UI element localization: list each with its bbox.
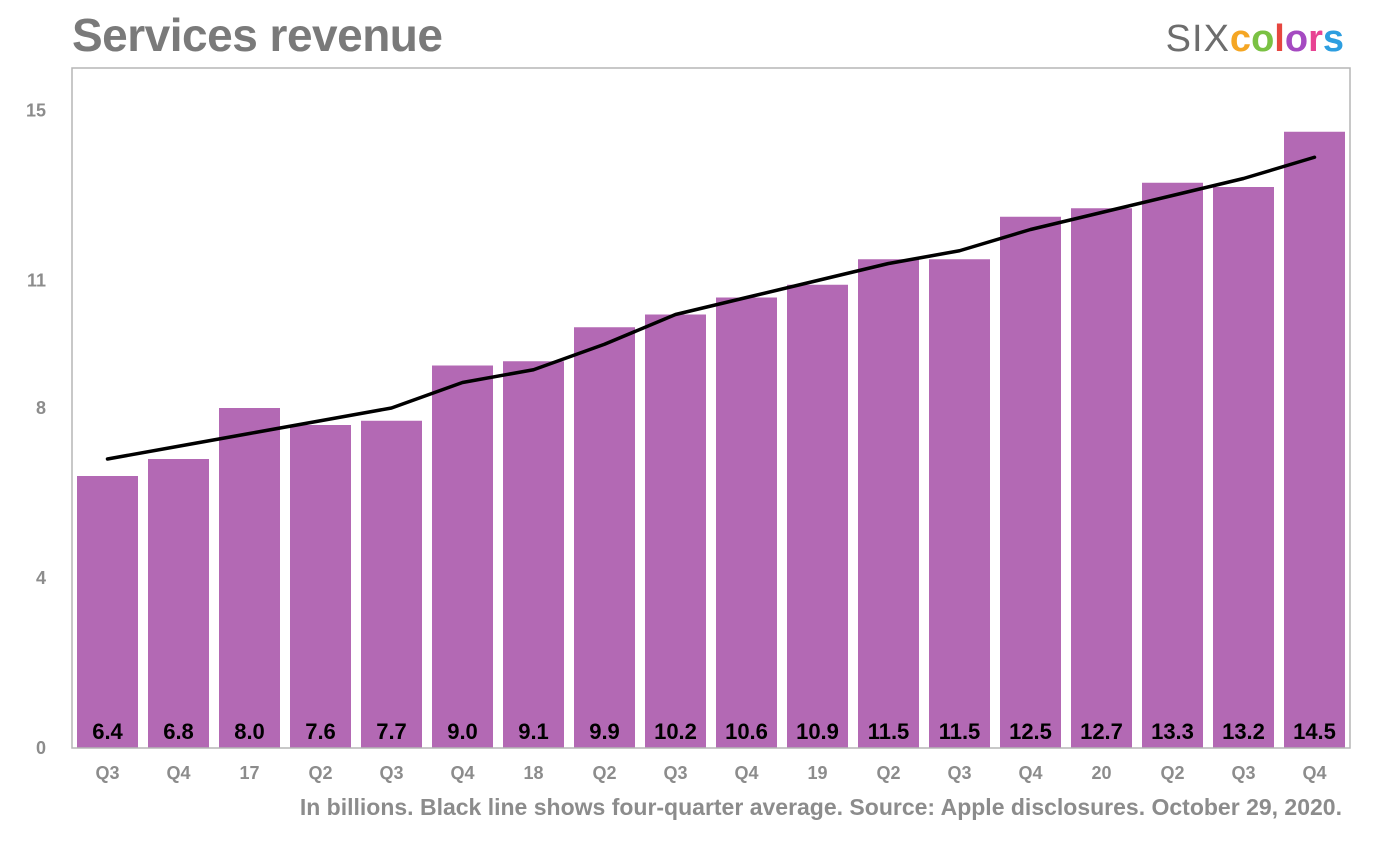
bar-value-label-6: 9.1 bbox=[518, 719, 549, 744]
bar-value-label-4: 7.7 bbox=[376, 719, 407, 744]
x-tick-label-0: Q3 bbox=[95, 763, 119, 783]
x-tick-label-4: Q3 bbox=[379, 763, 403, 783]
bar-value-label-13: 12.5 bbox=[1009, 719, 1052, 744]
bar-value-label-0: 6.4 bbox=[92, 719, 123, 744]
bar-value-label-16: 13.2 bbox=[1222, 719, 1265, 744]
bar-7 bbox=[574, 327, 635, 748]
bar-value-label-7: 9.9 bbox=[589, 719, 620, 744]
bar-value-label-14: 12.7 bbox=[1080, 719, 1123, 744]
x-tick-label-1: Q4 bbox=[166, 763, 190, 783]
bar-6 bbox=[503, 361, 564, 748]
x-tick-label-17: Q4 bbox=[1302, 763, 1326, 783]
bar-11 bbox=[858, 259, 919, 748]
sixcolors-logo: SIXcolors bbox=[1166, 20, 1344, 58]
x-tick-label-3: Q2 bbox=[308, 763, 332, 783]
logo-letter-0: c bbox=[1229, 18, 1252, 60]
bar-value-label-5: 9.0 bbox=[447, 719, 478, 744]
bar-value-label-1: 6.8 bbox=[163, 719, 194, 744]
x-axis: Q3 Q4 17 Q2 Q3 Q4 18 Q2 Q3 Q4 19 Q2 Q3 Q4 20 Q2 Q3 Q4 bbox=[95, 763, 1326, 783]
x-tick-label-10: 19 bbox=[807, 763, 827, 783]
x-tick-label-14: 20 bbox=[1091, 763, 1111, 783]
bar-data-labels: 6.4 6.8 8.0 7.6 7.7 9.0 9.1 9.9 10.2 10.6 10.9 11.5… bbox=[92, 719, 1336, 744]
bar-5 bbox=[432, 365, 493, 748]
x-tick-label-5: Q4 bbox=[450, 763, 474, 783]
bar-16 bbox=[1213, 187, 1274, 748]
y-tick-label-1: 4 bbox=[36, 568, 46, 588]
logo-letter-2: l bbox=[1274, 18, 1285, 60]
bar-value-label-8: 10.2 bbox=[654, 719, 697, 744]
bar-14 bbox=[1071, 208, 1132, 748]
bar-value-label-12: 11.5 bbox=[939, 719, 981, 744]
bar-4 bbox=[361, 420, 422, 748]
y-tick-label-3: 11 bbox=[27, 271, 46, 291]
bar-3 bbox=[290, 425, 351, 748]
y-tick-label-2: 8 bbox=[36, 398, 46, 418]
bar-value-label-17: 14.5 bbox=[1293, 719, 1336, 744]
bar-0 bbox=[77, 476, 138, 748]
bar-12 bbox=[929, 259, 990, 748]
x-tick-label-8: Q3 bbox=[663, 763, 687, 783]
y-tick-label-4: 15 bbox=[26, 101, 46, 121]
bar-13 bbox=[1000, 216, 1061, 748]
bar-value-label-11: 11.5 bbox=[868, 719, 910, 744]
logo-letter-3: o bbox=[1284, 18, 1309, 60]
bar-value-label-3: 7.6 bbox=[305, 719, 336, 744]
bar-8 bbox=[645, 314, 706, 748]
x-tick-label-13: Q4 bbox=[1018, 763, 1042, 783]
chart-footnote: In billions. Black line shows four-quart… bbox=[299, 794, 1342, 820]
logo-letter-4: r bbox=[1308, 18, 1323, 60]
bar-2 bbox=[219, 408, 280, 748]
bar-value-label-9: 10.6 bbox=[725, 719, 768, 744]
logo-letter-1: o bbox=[1251, 18, 1275, 60]
y-axis: 0 4 8 11 15 bbox=[26, 101, 46, 759]
logo-six-text: SIX bbox=[1165, 18, 1230, 60]
chart-title: Services revenue bbox=[72, 9, 443, 61]
bar-value-label-10: 10.9 bbox=[796, 719, 839, 744]
plot-frame bbox=[71, 67, 1351, 749]
y-tick-label-0: 0 bbox=[36, 738, 46, 758]
logo-colors-text: colors bbox=[1230, 18, 1344, 60]
bar-9 bbox=[716, 297, 777, 748]
average-line-series bbox=[105, 155, 1317, 461]
bar-15 bbox=[1142, 182, 1203, 748]
x-tick-label-6: 18 bbox=[523, 763, 543, 783]
bar-10 bbox=[787, 284, 848, 748]
bar-1 bbox=[148, 459, 209, 748]
bar-17 bbox=[1284, 131, 1345, 748]
x-tick-label-12: Q3 bbox=[947, 763, 971, 783]
bar-series bbox=[77, 131, 1345, 748]
x-tick-label-7: Q2 bbox=[592, 763, 616, 783]
x-tick-label-16: Q3 bbox=[1231, 763, 1255, 783]
x-tick-label-15: Q2 bbox=[1160, 763, 1184, 783]
bar-value-label-2: 8.0 bbox=[234, 719, 265, 744]
bar-value-label-15: 13.3 bbox=[1151, 719, 1194, 744]
x-tick-label-11: Q2 bbox=[876, 763, 900, 783]
logo-letter-5: s bbox=[1322, 18, 1344, 60]
average-line bbox=[105, 155, 1317, 461]
x-tick-label-2: 17 bbox=[239, 763, 259, 783]
x-tick-label-9: Q4 bbox=[734, 763, 758, 783]
